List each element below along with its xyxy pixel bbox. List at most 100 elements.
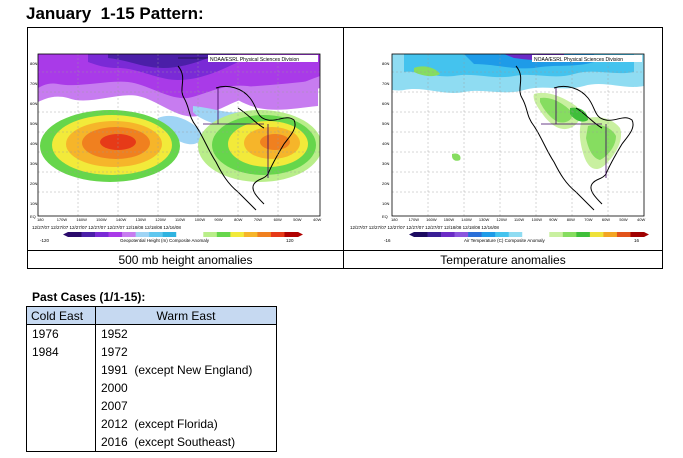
lat-label: 50N bbox=[382, 121, 389, 126]
temperature-anomaly-field bbox=[392, 54, 644, 216]
colorbar-arrow-left bbox=[63, 232, 68, 237]
colorbar-swatch bbox=[535, 232, 550, 237]
lon-label: 140W bbox=[116, 217, 127, 222]
colorbar-swatch bbox=[630, 232, 645, 237]
table-row: 1984 1972 bbox=[26, 343, 277, 361]
colorbar-swatch bbox=[203, 232, 218, 237]
cold-east-year bbox=[26, 415, 96, 433]
footer-dates: 12/27/07 12/27/07 12/27/07 12/27/07 12/2… bbox=[350, 225, 499, 230]
colorbar-swatch bbox=[176, 232, 191, 237]
lat-label: 70N bbox=[382, 81, 389, 86]
height-anomaly-figure: NOAA/ESRL Physical Sciences Division 80N… bbox=[30, 53, 321, 243]
colorbar-swatch bbox=[243, 232, 258, 237]
lon-label: 180 bbox=[37, 217, 44, 222]
lon-label: 130W bbox=[136, 217, 147, 222]
lon-labels: 180 170W 160W 150W 140W 130W 120W 110W 100W 90W 80… bbox=[391, 217, 645, 222]
colorbar-arrow-right bbox=[644, 232, 649, 237]
cold-east-year: 1976 bbox=[26, 324, 96, 343]
lon-label: 100W bbox=[532, 217, 543, 222]
lat-label: 40N bbox=[382, 141, 389, 146]
table-header-row: Cold East Warm East bbox=[26, 306, 277, 325]
lon-label: 90W bbox=[214, 217, 222, 222]
colorbar-arrow-right bbox=[298, 232, 303, 237]
colorbar-swatch bbox=[522, 232, 537, 237]
lon-label: 150W bbox=[96, 217, 107, 222]
cold-east-year bbox=[26, 433, 96, 452]
warm-east-year: 1991 (except New England) bbox=[95, 361, 277, 379]
colorbar-swatch bbox=[589, 232, 604, 237]
lon-label: 120W bbox=[155, 217, 166, 222]
table-row: 2000 bbox=[26, 379, 277, 397]
colorbar-swatch bbox=[257, 232, 272, 237]
colorbar-label: Air Temperature (C) Composite Anomaly bbox=[464, 238, 545, 243]
lat-label: 60N bbox=[382, 101, 389, 106]
colorbar-swatch bbox=[162, 232, 177, 237]
lat-label: 40N bbox=[30, 141, 37, 146]
colorbar-swatch bbox=[508, 232, 523, 237]
lon-label: 80W bbox=[234, 217, 242, 222]
height-anomaly-caption: 500 mb height anomalies bbox=[118, 253, 253, 267]
cold-east-year bbox=[26, 361, 96, 379]
colorbar-swatch bbox=[441, 232, 455, 237]
height-anomaly-field bbox=[38, 54, 320, 216]
page-title: January 1-15 Pattern: bbox=[26, 4, 204, 23]
colorbar-swatch bbox=[135, 232, 150, 237]
warm-east-year: 1952 bbox=[95, 324, 277, 343]
colorbar-swatch bbox=[95, 232, 109, 237]
colorbar-swatch bbox=[427, 232, 442, 237]
lon-label: 110W bbox=[175, 217, 185, 222]
colorbar-swatch bbox=[414, 232, 428, 237]
colorbar bbox=[409, 232, 649, 237]
lon-label: 50W bbox=[293, 217, 301, 222]
colorbar-swatch bbox=[230, 232, 245, 237]
source-label: NOAA/ESRL Physical Sciences Division bbox=[210, 57, 299, 63]
lon-label: 160W bbox=[426, 217, 437, 222]
colorbar-label: Geopotential Height (m) Composite Anomal… bbox=[120, 238, 210, 243]
footer-dates: 12/27/07 12/27/07 12/27/07 12/27/07 12/2… bbox=[32, 225, 181, 230]
temperature-anomaly-figure: NOAA/ESRL Physical Sciences Division 80N… bbox=[350, 53, 649, 243]
lon-label: 150W bbox=[444, 217, 455, 222]
colorbar-swatch bbox=[549, 232, 564, 237]
temperature-anomaly-map: NOAA/ESRL Physical Sciences Division 80N… bbox=[344, 28, 662, 250]
colorbar-swatch bbox=[576, 232, 591, 237]
lat-label: 80N bbox=[382, 61, 389, 66]
lon-label: 40W bbox=[637, 217, 645, 222]
colorbar-swatch bbox=[481, 232, 496, 237]
warm-east-year: 2000 bbox=[95, 379, 277, 397]
warm-east-header: Warm East bbox=[95, 306, 277, 325]
lon-label: 180 bbox=[391, 217, 398, 222]
table-row: 2016 (except Southeast) bbox=[26, 433, 277, 452]
lon-label: 100W bbox=[195, 217, 206, 222]
colorbar-swatch bbox=[81, 232, 96, 237]
lon-label: 70W bbox=[584, 217, 592, 222]
lat-label: 60N bbox=[30, 101, 37, 106]
lat-label: 20N bbox=[382, 181, 389, 186]
lon-label: 80W bbox=[567, 217, 575, 222]
lat-label: 50N bbox=[30, 121, 37, 126]
source-label: NOAA/ESRL Physical Sciences Division bbox=[534, 57, 623, 63]
colorbar-swatch bbox=[108, 232, 123, 237]
lat-label: EQ bbox=[382, 214, 388, 219]
warm-east-year: 1972 bbox=[95, 343, 277, 361]
temperature-anomaly-caption: Temperature anomalies bbox=[440, 253, 566, 267]
colorbar-swatch bbox=[616, 232, 631, 237]
lon-label: 170W bbox=[57, 217, 68, 222]
colorbar-swatch bbox=[189, 232, 204, 237]
lat-labels: 80N 70N 60N 50N 40N 30N 20N 10N EQ bbox=[382, 61, 389, 219]
table-row: 2007 bbox=[26, 397, 277, 415]
table-row: 1991 (except New England) bbox=[26, 361, 277, 379]
lon-label: 140W bbox=[461, 217, 472, 222]
lon-label: 90W bbox=[549, 217, 557, 222]
cold-east-year bbox=[26, 379, 96, 397]
colorbar-swatch bbox=[562, 232, 577, 237]
lat-label: 70N bbox=[30, 81, 37, 86]
colorbar-min: -120 bbox=[40, 238, 50, 243]
lat-labels: 80N 70N 60N 50N 40N 30N 20N 10N EQ bbox=[30, 61, 37, 219]
colorbar-swatch bbox=[284, 232, 299, 237]
lon-labels: 180 170W 160W 150W 140W 130W 120W 110W 100W 90W 80… bbox=[37, 217, 321, 222]
colorbar-swatch bbox=[495, 232, 510, 237]
table-row: 1976 1952 bbox=[26, 324, 277, 343]
colorbar-swatch bbox=[216, 232, 231, 237]
colorbar-swatch bbox=[454, 232, 469, 237]
colorbar-arrow-left bbox=[409, 232, 414, 237]
